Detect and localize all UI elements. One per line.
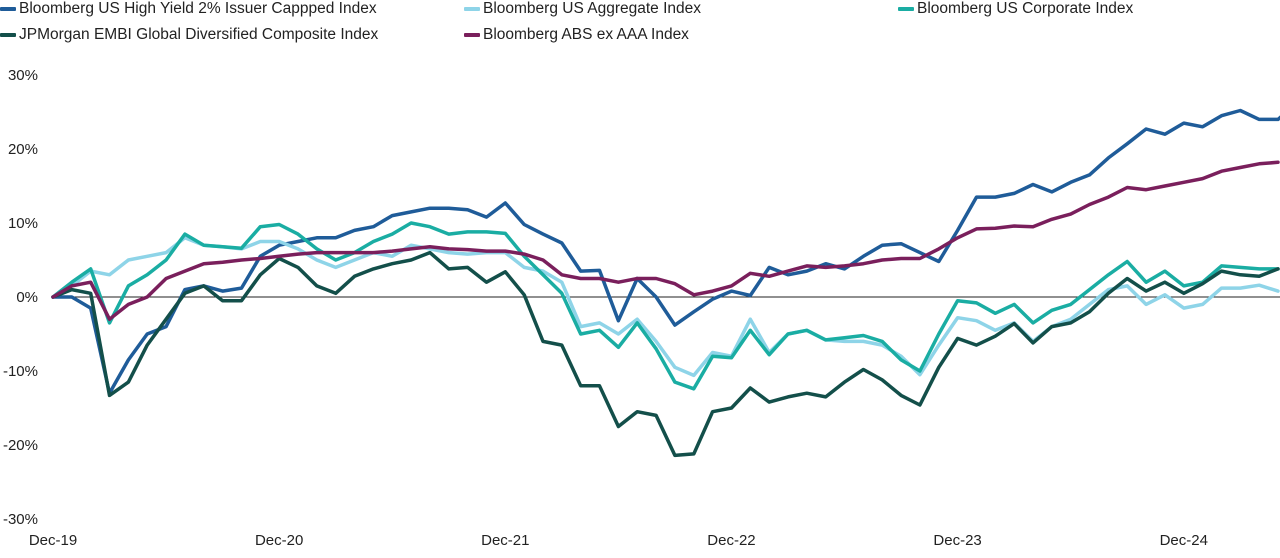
legend-item-aggregate: Bloomberg US Aggregate Index: [464, 0, 701, 18]
x-axis-labels: Dec-19 Dec-20 Dec-21 Dec-22 Dec-23 Dec-24: [29, 532, 1208, 549]
y-tick-label: 30%: [8, 67, 38, 84]
legend-swatch: [464, 33, 480, 37]
series-line-0: [51, 108, 1280, 395]
legend-item-corporate: Bloomberg US Corporate Index: [898, 0, 1133, 18]
legend-swatch: [464, 7, 480, 11]
legend-label: Bloomberg US Aggregate Index: [483, 0, 701, 17]
x-tick-label: Dec-21: [481, 532, 529, 549]
x-tick-label: Dec-19: [29, 532, 77, 549]
legend-label: Bloomberg US Corporate Index: [917, 0, 1134, 17]
x-tick-label: Dec-23: [933, 532, 981, 549]
x-tick-label: Dec-20: [255, 532, 303, 549]
legend-label: Bloomberg US High Yield 2% Issuer Capppe…: [19, 0, 377, 17]
legend-swatch: [0, 33, 16, 37]
chart-legend: Bloomberg US High Yield 2% Issuer Capppe…: [0, 0, 1280, 52]
y-tick-label: 0%: [16, 289, 38, 306]
legend-label: JPMorgan EMBI Global Diversified Composi…: [19, 26, 379, 43]
legend-label: Bloomberg ABS ex AAA Index: [483, 26, 689, 43]
y-tick-label: 10%: [8, 215, 38, 232]
y-tick-label: -10%: [3, 363, 38, 380]
series-line-2: [51, 221, 1280, 391]
y-tick-label: 20%: [8, 141, 38, 158]
series-line-4: [51, 160, 1280, 321]
x-tick-label: Dec-22: [707, 532, 755, 549]
legend-item-abs: Bloomberg ABS ex AAA Index: [464, 26, 689, 44]
x-tick-label: Dec-24: [1160, 532, 1208, 549]
y-tick-label: -20%: [3, 437, 38, 454]
y-axis-labels: 30% 20% 10% 0% -10% -20% -30%: [3, 67, 38, 528]
series-line-3: [51, 250, 1280, 458]
series-lines: [51, 108, 1280, 458]
legend-item-embi: JPMorgan EMBI Global Diversified Composi…: [0, 26, 378, 44]
series-line-1: [51, 236, 1280, 378]
legend-swatch: [0, 7, 16, 11]
legend-item-high-yield: Bloomberg US High Yield 2% Issuer Capppe…: [0, 0, 377, 18]
y-tick-label: -30%: [3, 511, 38, 528]
legend-swatch: [898, 7, 914, 11]
